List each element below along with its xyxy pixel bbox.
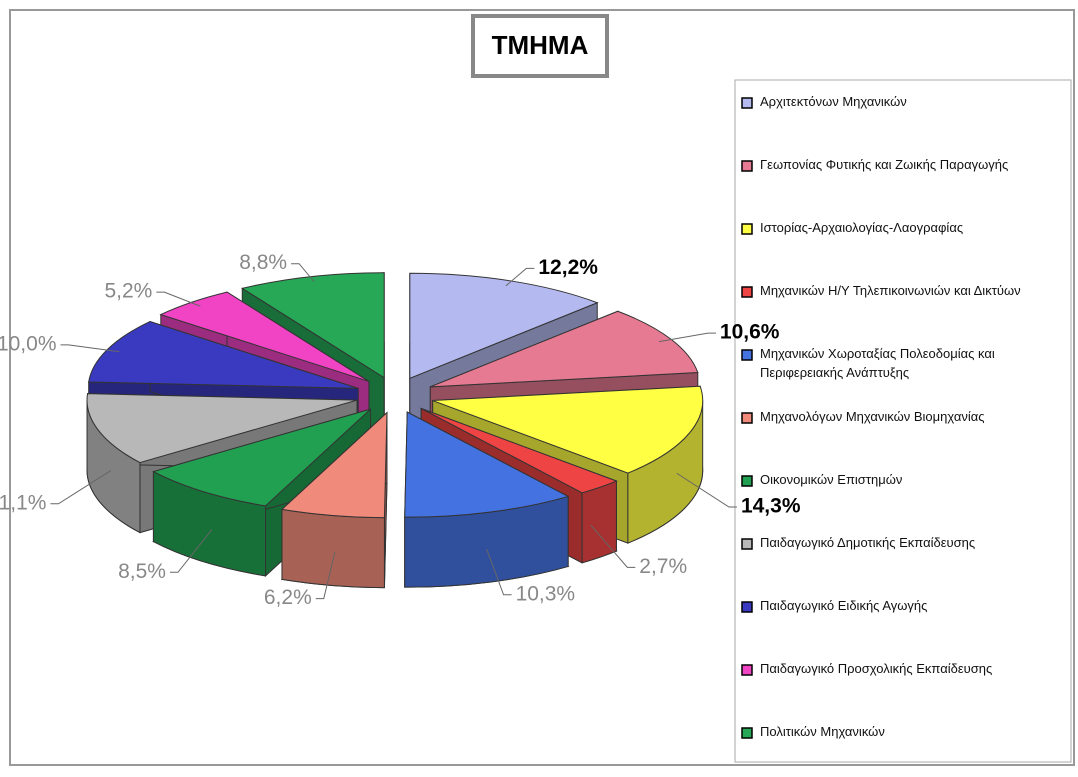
leader-line	[658, 332, 716, 343]
legend-label: Αρχιτεκτόνων Μηχανικών	[760, 94, 907, 109]
data-label: 6,2%	[264, 586, 312, 609]
data-label: 5,2%	[104, 280, 152, 303]
data-label: 11,1%	[0, 491, 46, 514]
title-box	[471, 14, 609, 78]
slice-top	[152, 408, 371, 507]
leader-line	[291, 263, 315, 283]
legend-label: Μηχανολόγων Μηχανικών Βιομηχανίας	[760, 409, 985, 424]
legend-label: Μηχανικών Η/Υ Τηλεπικοινωνιών και Δικτύω…	[760, 283, 1021, 298]
legend: Αρχιτεκτόνων Μηχανικών Γεωπονίας Φυτικής …	[741, 94, 1021, 739]
legend-label: Παιδαγωγικό Προσχολικής Εκπαίδευσης	[760, 661, 992, 676]
legend-swatch	[741, 601, 753, 613]
slice-wall	[581, 480, 617, 564]
legend-box	[734, 79, 1072, 763]
data-label: 2,7%	[639, 555, 687, 578]
legend-swatch	[741, 97, 753, 109]
leader-line	[50, 469, 112, 505]
legend-label: Πολιτικών Μηχανικών	[760, 724, 885, 739]
leader-line	[156, 291, 201, 307]
leader-line	[505, 267, 535, 287]
legend-label: Παιδαγωγικό Ειδικής Αγωγής	[760, 598, 927, 613]
legend-swatch	[741, 223, 753, 235]
legend-swatch	[741, 286, 753, 298]
leader-line	[676, 472, 737, 508]
slice-top	[420, 408, 618, 494]
leader-line	[486, 548, 512, 596]
legend-label: Οικονομικών Επιστημών	[760, 472, 902, 487]
data-label: 10,0%	[0, 332, 56, 355]
slice-top	[432, 385, 704, 474]
data-label: 8,5%	[118, 560, 166, 583]
legend-label: Μηχανικών Χωροταξίας Πολεοδομίας και Περι…	[760, 346, 995, 380]
data-label: 12,2%	[538, 256, 598, 279]
legend-swatch	[741, 538, 753, 550]
pie: 12,2% 10,6% 14,3% 2,7% 10,3% 6,2% 8,5% 11,1% 10,…	[0, 251, 801, 609]
data-label: 8,8%	[239, 251, 287, 274]
legend-swatch	[741, 160, 753, 172]
legend-swatch	[741, 349, 753, 361]
slice-top	[86, 393, 358, 464]
data-label: 10,6%	[720, 321, 780, 344]
legend-swatch	[741, 475, 753, 487]
leader-line	[590, 524, 636, 568]
slice-top	[280, 411, 388, 519]
legend-swatch	[741, 412, 753, 424]
leader-line	[60, 344, 120, 353]
slice-wall	[281, 508, 385, 589]
legend-swatch	[741, 664, 753, 676]
leader-line	[169, 529, 213, 573]
data-label: 14,3%	[741, 495, 801, 518]
legend-label: Παιδαγωγικό Δημοτικής Εκπαίδευσης	[760, 535, 975, 550]
data-label: 10,3%	[516, 582, 576, 605]
slice-top	[404, 411, 570, 518]
chart-title: ΤΜΗΜΑ	[492, 30, 589, 60]
legend-label: Ιστορίας-Αρχαιολογίας-Λαογραφίας	[760, 220, 963, 235]
legend-swatch	[741, 727, 753, 739]
leader-line	[315, 552, 336, 600]
legend-label: Γεωπονίας Φυτικής και Ζωικής Παραγωγής	[760, 157, 1008, 172]
